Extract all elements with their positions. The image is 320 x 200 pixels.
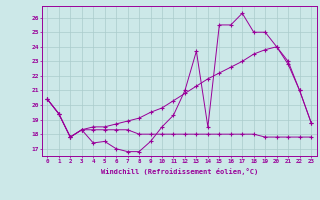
X-axis label: Windchill (Refroidissement éolien,°C): Windchill (Refroidissement éolien,°C) <box>100 168 258 175</box>
